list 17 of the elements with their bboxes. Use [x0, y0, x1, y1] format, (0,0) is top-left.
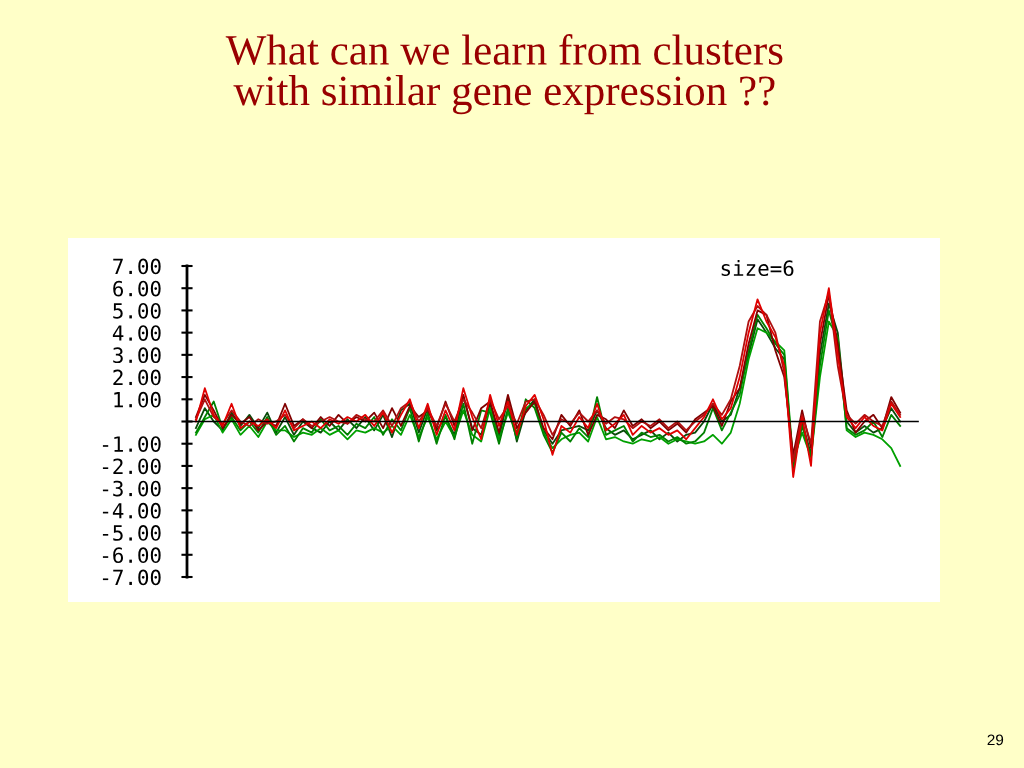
y-tick-label: 2.00: [113, 369, 161, 386]
y-tick-label: 4.00: [112, 325, 161, 341]
y-tick-label: 1.00: [114, 391, 161, 408]
y-tick-label: -7.00: [102, 569, 161, 586]
y-tick-label: 7.00: [113, 258, 161, 275]
chart-title: What can we learn from clusters with similar gene expression ??: [225, 34, 783, 115]
y-tick-label: -3.00: [102, 480, 161, 497]
y-tick-label: -1.00: [102, 436, 161, 452]
text: 29: [987, 734, 1004, 746]
y-tick-label: -6.00: [102, 547, 161, 564]
annotation: size=6: [721, 259, 794, 277]
y-tick-label: -4.00: [102, 502, 161, 519]
y-tick-label: 6.00: [113, 280, 161, 297]
y-tick-label: 5.00: [113, 302, 161, 319]
y-tick-label: -2.00: [102, 458, 161, 475]
y-tick-label: 3.00: [113, 347, 161, 364]
y-tick-label: -5.00: [102, 525, 161, 541]
